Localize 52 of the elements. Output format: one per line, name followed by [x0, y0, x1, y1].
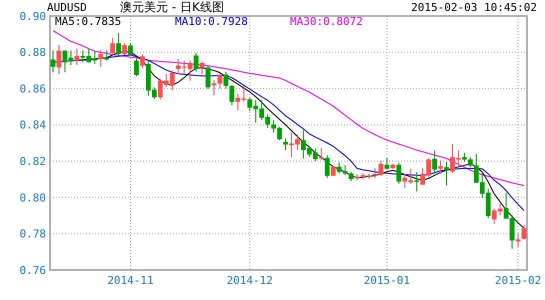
candlestick: [122, 42, 127, 56]
candlestick: [462, 152, 467, 163]
candlestick: [229, 84, 234, 106]
text: MA10:0.7928: [175, 15, 248, 28]
candlestick: [516, 233, 520, 248]
text: MA5:0.7835: [55, 15, 122, 28]
candlestick: [56, 44, 62, 75]
candlestick: [194, 52, 198, 72]
candlestick: [348, 171, 354, 182]
candlestick: [200, 61, 204, 75]
candlestick: [212, 80, 216, 96]
candlestick: [522, 224, 526, 240]
candlestick: [104, 50, 110, 61]
candlestick: [206, 65, 210, 90]
candlestick: [134, 57, 139, 77]
candlestick: [98, 50, 104, 68]
y-tick-label: 0.86: [20, 82, 46, 96]
candlestick: [432, 150, 437, 174]
x-tick-label: 2014-11: [107, 274, 154, 287]
y-tick-label: 0.84: [20, 118, 46, 132]
candlestick: [283, 138, 288, 151]
candlestick: [50, 50, 56, 73]
candlestick: [110, 37, 115, 56]
chart-subtitle: AUDUSD: [47, 1, 87, 14]
y-tick-label: 0.76: [20, 264, 46, 277]
candlestick: [318, 147, 324, 161]
chart-title: 澳元美元 - 日K线图: [120, 0, 224, 14]
y-tick-label: 0.88: [20, 46, 46, 60]
candlestick: [140, 54, 145, 69]
candlestick: [396, 162, 402, 184]
x-tick-label: 2015-02: [494, 274, 542, 287]
x-tick-label: 2015-01: [364, 274, 410, 287]
candlestick: [74, 48, 80, 66]
line-series: [52, 30, 525, 186]
candlestick: [224, 71, 228, 90]
text: MA30:0.8072: [290, 15, 363, 28]
candlestick: [438, 160, 443, 174]
y-tick-label: 0.80: [20, 191, 46, 204]
candlestick: [128, 42, 133, 56]
candlestick: [218, 73, 222, 90]
candlestick: [444, 162, 449, 186]
candlestick: [330, 165, 336, 176]
y-tick-label: 0.78: [20, 228, 46, 241]
candlestick: [116, 32, 121, 56]
candlestick: [414, 172, 420, 192]
x-tick-label: 2014-12: [226, 274, 273, 287]
text: 2015-02-03 10:45:02: [411, 1, 537, 14]
candlestick: [384, 158, 390, 170]
candlestick: [468, 156, 473, 168]
y-tick-label: 0.90: [20, 10, 46, 23]
y-tick-label: 0.82: [20, 154, 46, 168]
candlestick: [324, 154, 330, 178]
